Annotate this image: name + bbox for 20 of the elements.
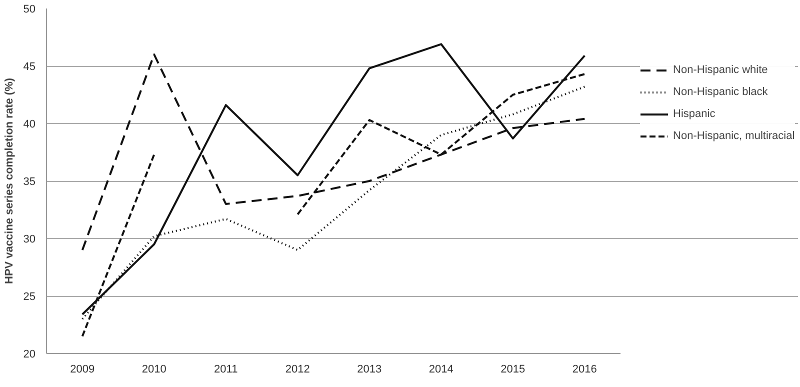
- y-tick-label: 35: [23, 176, 36, 188]
- x-tick-label: 2016: [572, 364, 597, 376]
- y-tick-label: 30: [23, 234, 36, 246]
- x-tick-label: 2010: [142, 364, 166, 376]
- x-tick-label: 2009: [70, 364, 95, 376]
- x-tick-label: 2013: [357, 364, 382, 376]
- y-axis-title: HPV vaccine series completion rate (%): [3, 78, 16, 284]
- legend-label: Non-Hispanic, multiracial: [673, 130, 795, 142]
- legend-label: Non-Hispanic black: [673, 86, 768, 98]
- x-tick-label: 2011: [214, 364, 238, 376]
- x-tick-label: 2014: [428, 364, 454, 376]
- legend-label: Non-Hispanic white: [673, 64, 768, 76]
- x-tick-label: 2012: [285, 364, 310, 376]
- y-tick-label: 20: [23, 348, 36, 360]
- legend-label: Hispanic: [673, 108, 716, 120]
- y-tick-label: 25: [23, 291, 36, 303]
- x-tick-label: 2015: [500, 364, 526, 376]
- y-tick-label: 40: [23, 118, 36, 130]
- y-tick-label: 50: [23, 4, 36, 16]
- y-tick-label: 45: [23, 61, 36, 73]
